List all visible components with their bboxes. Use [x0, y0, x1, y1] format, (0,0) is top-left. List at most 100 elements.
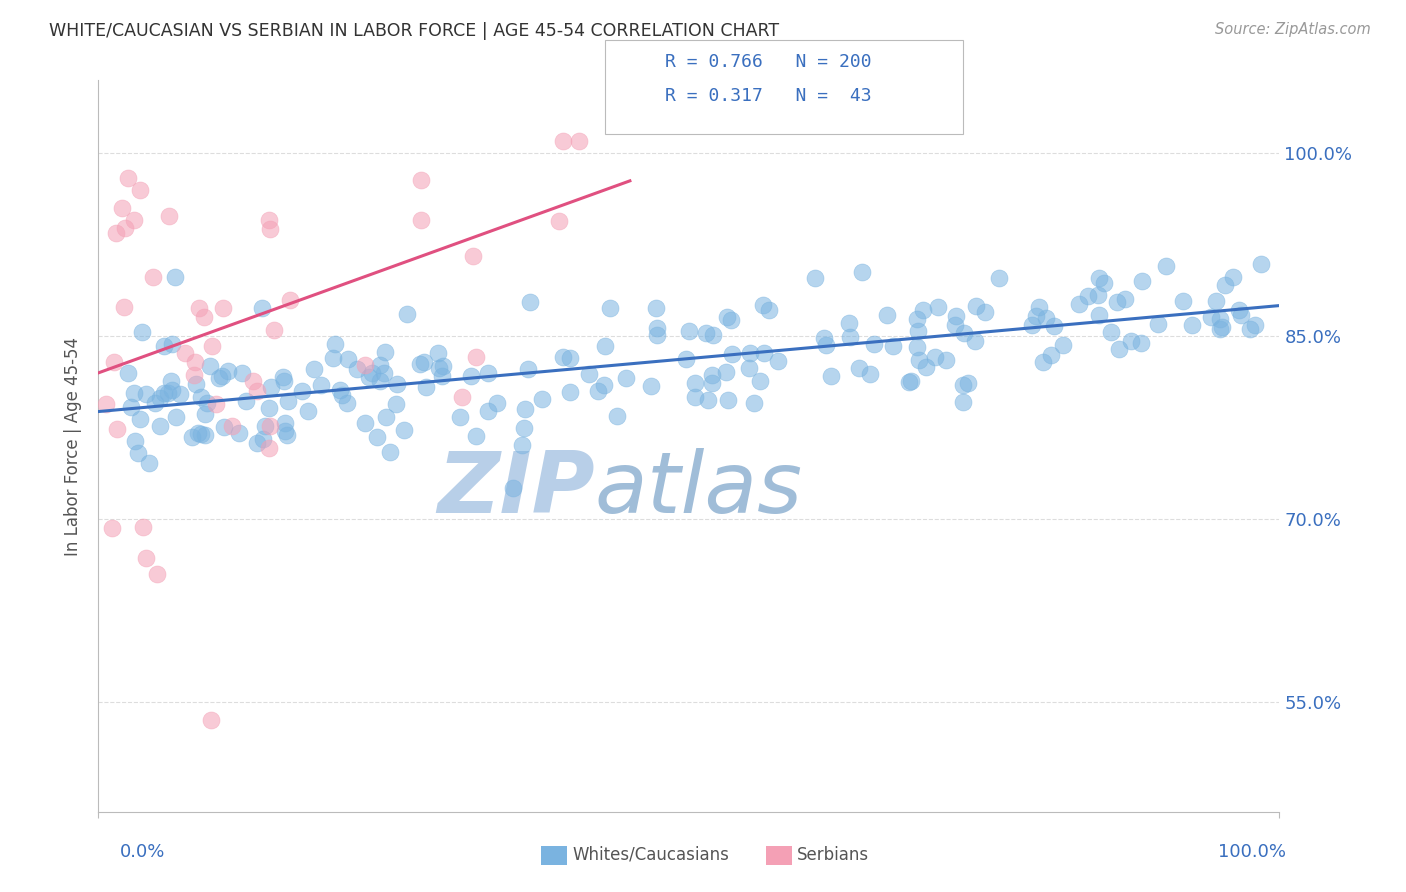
Point: [212, 301, 235, 315]
Point: [716, 310, 738, 325]
Point: [183, 355, 205, 369]
Point: [974, 304, 997, 318]
Point: [162, 383, 184, 397]
Point: [204, 397, 226, 411]
Point: [128, 183, 150, 197]
Point: [752, 346, 775, 360]
Point: [907, 324, 929, 338]
Point: [451, 390, 474, 404]
Point: [181, 430, 204, 444]
Point: [221, 418, 243, 433]
Point: [257, 442, 280, 456]
Point: [252, 432, 274, 446]
Point: [149, 391, 172, 405]
Point: [519, 295, 541, 310]
Point: [1108, 342, 1130, 356]
Point: [915, 359, 938, 374]
Point: [157, 209, 180, 223]
Point: [685, 376, 707, 390]
Point: [1211, 320, 1233, 334]
Point: [117, 170, 139, 185]
Point: [1222, 269, 1244, 284]
Point: [385, 397, 408, 411]
Point: [409, 173, 432, 187]
Point: [900, 375, 922, 389]
Point: [211, 368, 233, 383]
Point: [277, 393, 299, 408]
Text: WHITE/CAUCASIAN VS SERBIAN IN LABOR FORCE | AGE 45-54 CORRELATION CHART: WHITE/CAUCASIAN VS SERBIAN IN LABOR FORC…: [49, 22, 779, 40]
Point: [291, 384, 314, 399]
Point: [1130, 336, 1153, 351]
Point: [953, 326, 976, 340]
Point: [645, 321, 668, 335]
Point: [945, 309, 967, 323]
Point: [135, 551, 157, 566]
Point: [273, 416, 295, 430]
Point: [432, 359, 454, 374]
Point: [1114, 292, 1136, 306]
Point: [924, 350, 946, 364]
Point: [548, 214, 571, 228]
Point: [1181, 318, 1204, 332]
Point: [278, 293, 301, 307]
Point: [882, 339, 904, 353]
Point: [374, 409, 396, 424]
Point: [323, 337, 346, 351]
Point: [813, 331, 835, 345]
Point: [242, 375, 264, 389]
Point: [513, 402, 536, 417]
Point: [368, 358, 391, 372]
Point: [1209, 321, 1232, 335]
Point: [143, 396, 166, 410]
Point: [309, 377, 332, 392]
Point: [766, 354, 789, 368]
Point: [194, 427, 217, 442]
Point: [337, 352, 360, 367]
Point: [644, 301, 666, 315]
Text: R = 0.766   N = 200: R = 0.766 N = 200: [665, 53, 872, 70]
Point: [717, 392, 740, 407]
Point: [460, 369, 482, 384]
Point: [259, 222, 281, 236]
Point: [876, 308, 898, 322]
Point: [1088, 271, 1111, 285]
Point: [485, 395, 508, 409]
Point: [1043, 319, 1066, 334]
Point: [695, 326, 717, 340]
Point: [297, 404, 319, 418]
Point: [127, 445, 149, 459]
Point: [720, 312, 742, 326]
Point: [153, 386, 176, 401]
Point: [568, 134, 591, 148]
Point: [905, 340, 928, 354]
Point: [105, 422, 128, 436]
Point: [259, 213, 281, 227]
Point: [184, 377, 207, 392]
Point: [146, 567, 169, 582]
Point: [169, 387, 191, 401]
Point: [245, 436, 267, 450]
Point: [988, 270, 1011, 285]
Point: [138, 456, 160, 470]
Point: [250, 301, 273, 315]
Point: [702, 368, 724, 382]
Point: [153, 339, 176, 353]
Point: [304, 361, 326, 376]
Point: [194, 407, 217, 421]
Point: [502, 481, 524, 495]
Point: [1021, 318, 1043, 332]
Point: [415, 380, 437, 394]
Point: [274, 425, 297, 439]
Point: [1092, 276, 1115, 290]
Point: [357, 370, 380, 384]
Point: [578, 367, 600, 381]
Point: [374, 344, 396, 359]
Point: [217, 364, 239, 378]
Point: [1147, 317, 1170, 331]
Point: [697, 392, 720, 407]
Point: [749, 374, 772, 388]
Point: [1052, 338, 1074, 352]
Point: [952, 395, 974, 409]
Text: Source: ZipAtlas.com: Source: ZipAtlas.com: [1215, 22, 1371, 37]
Point: [943, 318, 966, 332]
